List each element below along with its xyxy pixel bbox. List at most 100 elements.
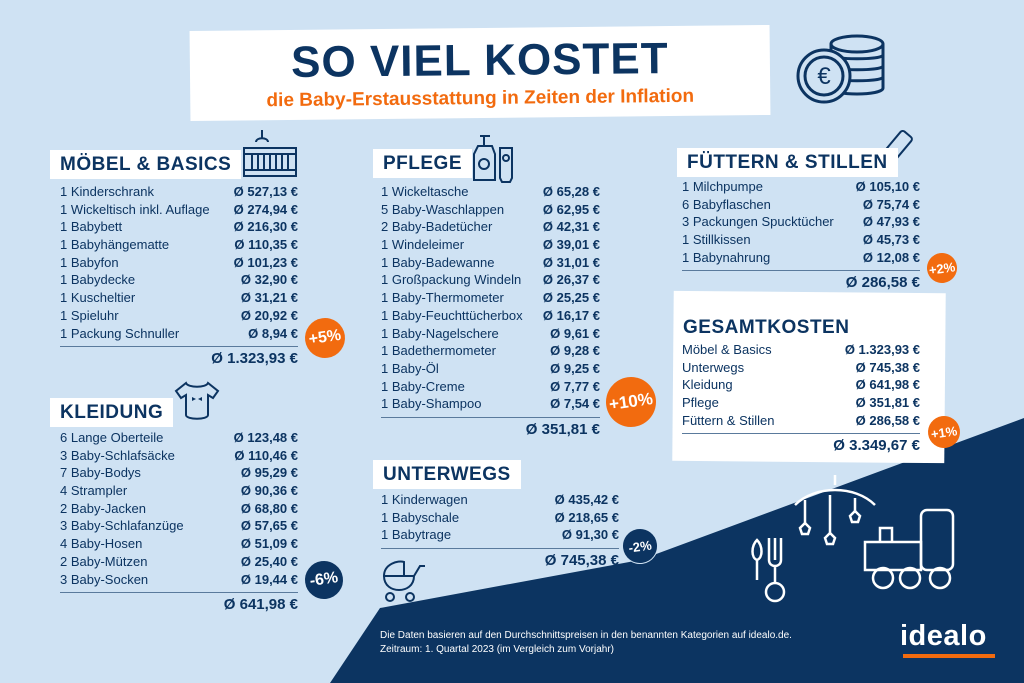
item-label: 1 Kuscheltier [60,290,136,306]
list-item: 5 Baby-Waschlappen Ø 62,95 € [381,201,600,219]
item-label: 5 Baby-Waschlappen [381,201,505,217]
item-label: 1 Baby-Shampoo [381,396,482,412]
item-label: 1 Milchpumpe [682,179,763,194]
section-total: Ø 641,98 € [223,596,298,614]
list-item: Unterwegs Ø 745,38 € [682,359,920,377]
logo-underline [903,654,995,658]
section-title-fuettern: FÜTTERN & STILLEN [677,148,898,177]
list-item: 1 Packung Schnuller Ø 8,94 € [60,325,298,343]
list-item: 1 Babyfon Ø 101,23 € [60,254,298,272]
item-price: Ø 274,94 € [233,201,298,217]
section-title-unterwegs: UNTERWEGS [373,460,521,489]
item-price: Ø 95,29 € [240,465,298,481]
list-item: 1 Baby-Thermometer Ø 25,25 € [381,289,600,307]
list-item: Füttern & Stillen Ø 286,58 € [682,412,920,430]
list-item: Pflege Ø 351,81 € [682,394,920,412]
section-gesamt: Möbel & Basics Ø 1.323,93 € Unterwegs Ø … [682,341,920,454]
item-price: Ø 110,46 € [234,447,298,463]
divider [682,433,920,435]
section-title-kleidung: KLEIDUNG [50,398,174,427]
euro-coins-icon: € [796,34,885,104]
item-price: Ø 105,10 € [855,179,920,194]
list-item: 2 Baby-Badetücher Ø 42,31 € [381,218,600,236]
list-item: 6 Lange Oberteile Ø 123,48 € [60,429,298,447]
section-title-moebel: MÖBEL & BASICS [50,150,242,179]
item-label: 1 Babydecke [60,272,136,288]
item-label: 1 Großpackung Windeln [381,272,522,288]
item-label: Füttern & Stillen [682,412,775,428]
item-price: Ø 57,65 € [240,518,298,534]
list-item: 1 Großpackung Windeln Ø 26,37 € [381,271,600,289]
divider [381,548,619,550]
item-price: Ø 12,08 € [862,249,920,265]
list-item: 3 Baby-Schlafanzüge Ø 57,65 € [60,517,298,535]
section-total: Ø 286,58 € [845,274,920,292]
item-label: 3 Packungen Spucktücher [682,214,834,230]
item-label: 1 Babytrage [381,527,452,543]
item-price: Ø 31,21 € [240,290,298,306]
section-total: Ø 745,38 € [544,552,619,570]
list-item: Kleidung Ø 641,98 € [682,376,920,394]
list-item: 1 Babydecke Ø 32,90 € [60,271,298,289]
divider [381,416,600,418]
item-label: 1 Baby-Badewanne [381,254,495,270]
item-price: Ø 8,94 € [248,325,298,341]
section-pflege: 1 Wickeltasche Ø 65,28 € 5 Baby-Waschlap… [381,183,600,438]
list-item: 2 Baby-Jacken Ø 68,80 € [60,500,298,518]
item-price: Ø 51,09 € [240,536,298,552]
item-label: 1 Baby-Creme [381,378,465,394]
item-price: Ø 745,38 € [855,359,920,375]
page-title: SO VIEL KOSTET [290,34,669,87]
list-item: 4 Baby-Hosen Ø 51,09 € [60,535,298,553]
section-total: Ø 351,81 € [525,420,600,438]
item-price: Ø 16,17 € [542,307,600,323]
item-label: 1 Babyhängematte [60,237,170,253]
list-item: 1 Wickeltisch inkl. Auflage Ø 274,94 € [60,201,298,219]
item-label: 1 Stillkissen [682,232,751,248]
svg-text:€: € [817,63,831,90]
list-item: 7 Baby-Bodys Ø 95,29 € [60,464,298,482]
item-price: Ø 101,23 € [233,254,298,270]
item-label: 2 Baby-Mützen [60,553,148,569]
list-item: 1 Wickeltasche Ø 65,28 € [381,183,600,201]
item-price: Ø 42,31 € [542,219,600,235]
baby-toys-icon [751,475,955,603]
item-price: Ø 110,35 € [234,237,298,253]
list-item: 1 Babynahrung Ø 12,08 € [682,249,920,267]
list-item: 1 Baby-Shampoo Ø 7,54 € [381,395,600,413]
item-label: 1 Baby-Thermometer [381,290,504,306]
section-total: Ø 3.349,67 € [833,437,920,455]
item-label: 4 Strampler [60,483,128,499]
item-price: Ø 1.323,93 € [844,342,920,357]
list-item: 1 Badethermometer Ø 9,28 € [381,342,600,360]
item-price: Ø 75,74 € [862,196,920,212]
item-label: Kleidung [682,377,733,393]
list-item: 1 Windeleimer Ø 39,01 € [381,236,600,254]
item-price: Ø 45,73 € [862,232,920,248]
item-label: 6 Babyflaschen [682,196,771,212]
item-label: 1 Babybett [60,219,123,235]
section-moebel: 1 Kinderschrank Ø 527,13 € 1 Wickeltisch… [60,183,298,367]
item-label: 2 Baby-Jacken [60,500,146,516]
section-fuettern: 1 Milchpumpe Ø 105,10 € 6 Babyflaschen Ø… [682,178,920,291]
onesie-icon [174,381,220,420]
item-label: 1 Wickeltasche [381,184,469,199]
list-item: 1 Kinderwagen Ø 435,42 € [381,491,619,509]
idealo-logo: idealo [900,620,987,652]
item-price: Ø 7,54 € [550,396,600,412]
item-label: 1 Babyschale [381,509,460,525]
list-item: 3 Packungen Spucktücher Ø 47,93 € [682,213,920,231]
list-item: 1 Baby-Creme Ø 7,77 € [381,378,600,396]
list-item: 1 Milchpumpe Ø 105,10 € [682,178,920,196]
section-unterwegs: 1 Kinderwagen Ø 435,42 € 1 Babyschale Ø … [381,491,619,569]
footer-note: Die Daten basieren auf den Durchschnitts… [380,629,792,657]
stroller-icon [382,560,425,602]
list-item: 1 Kinderschrank Ø 527,13 € [60,183,298,201]
item-label: Unterwegs [682,359,745,375]
item-price: Ø 47,93 € [862,214,920,230]
item-label: 1 Spieluhr [60,307,119,323]
list-item: 1 Babytrage Ø 91,30 € [381,526,619,544]
page-subtitle: die Baby-Erstausstattung in Zeiten der I… [266,85,695,112]
item-price: Ø 39,01 € [542,237,600,253]
